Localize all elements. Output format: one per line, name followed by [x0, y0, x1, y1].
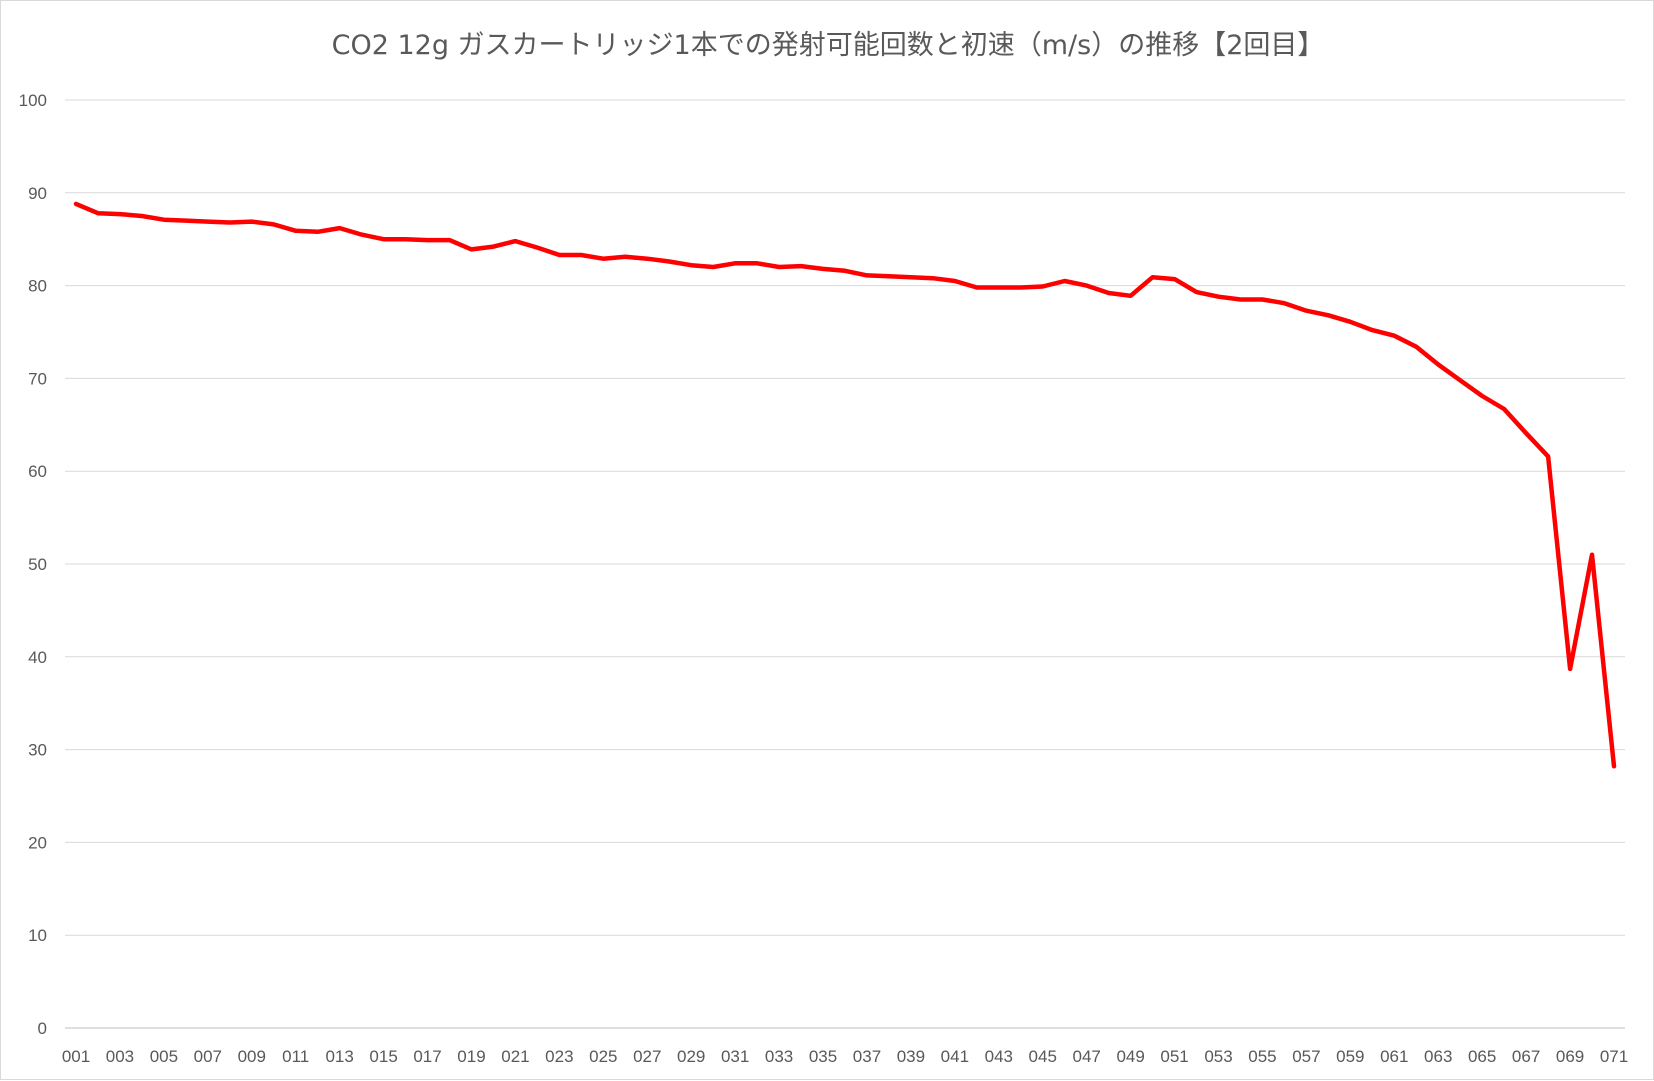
x-tick-label: 057 [1292, 1047, 1320, 1066]
x-tick-label: 067 [1512, 1047, 1540, 1066]
x-tick-label: 027 [633, 1047, 661, 1066]
y-tick-label: 40 [28, 648, 47, 667]
x-tick-label: 009 [238, 1047, 266, 1066]
x-tick-label: 041 [941, 1047, 969, 1066]
x-tick-label: 015 [369, 1047, 397, 1066]
y-tick-label: 90 [28, 184, 47, 203]
y-tick-label: 50 [28, 555, 47, 574]
x-tick-label: 025 [589, 1047, 617, 1066]
x-tick-label: 051 [1160, 1047, 1188, 1066]
x-tick-label: 039 [897, 1047, 925, 1066]
x-tick-label: 063 [1424, 1047, 1452, 1066]
x-tick-label: 023 [545, 1047, 573, 1066]
y-tick-label: 100 [19, 91, 47, 110]
x-tick-label: 031 [721, 1047, 749, 1066]
x-tick-label: 061 [1380, 1047, 1408, 1066]
x-tick-label: 049 [1116, 1047, 1144, 1066]
series-layer [76, 204, 1614, 766]
y-tick-label: 60 [28, 462, 47, 481]
x-tick-label: 069 [1556, 1047, 1584, 1066]
x-tick-label: 011 [282, 1047, 309, 1066]
y-tick-label: 30 [28, 741, 47, 760]
x-tick-label: 007 [194, 1047, 222, 1066]
x-tick-label: 013 [325, 1047, 353, 1066]
x-tick-label: 019 [457, 1047, 485, 1066]
x-tick-label: 021 [501, 1047, 529, 1066]
x-tick-label: 053 [1204, 1047, 1232, 1066]
x-tick-label: 059 [1336, 1047, 1364, 1066]
y-tick-label: 0 [38, 1019, 47, 1038]
x-tick-label: 029 [677, 1047, 705, 1066]
x-tick-label: 055 [1248, 1047, 1276, 1066]
x-axis-labels: 001 003 005 007 009 011 013 015 017 019 021 023 025 0… [62, 1047, 1628, 1066]
x-tick-label: 033 [765, 1047, 793, 1066]
gridlines [65, 100, 1625, 1028]
x-tick-label: 043 [985, 1047, 1013, 1066]
x-tick-label: 001 [62, 1047, 90, 1066]
x-tick-label: 071 [1600, 1047, 1628, 1066]
series-line-1 [76, 204, 1614, 766]
y-tick-label: 20 [28, 833, 47, 852]
y-tick-label: 70 [28, 369, 47, 388]
y-axis-labels: 0 10 20 30 40 50 60 70 80 90 100 [19, 91, 47, 1038]
x-tick-label: 005 [150, 1047, 178, 1066]
x-tick-label: 037 [853, 1047, 881, 1066]
y-tick-label: 80 [28, 277, 47, 296]
x-tick-label: 035 [809, 1047, 837, 1066]
y-tick-label: 10 [28, 926, 47, 945]
x-tick-label: 017 [413, 1047, 441, 1066]
x-tick-label: 045 [1029, 1047, 1057, 1066]
x-tick-label: 003 [106, 1047, 134, 1066]
x-tick-label: 065 [1468, 1047, 1496, 1066]
x-tick-label: 047 [1072, 1047, 1100, 1066]
